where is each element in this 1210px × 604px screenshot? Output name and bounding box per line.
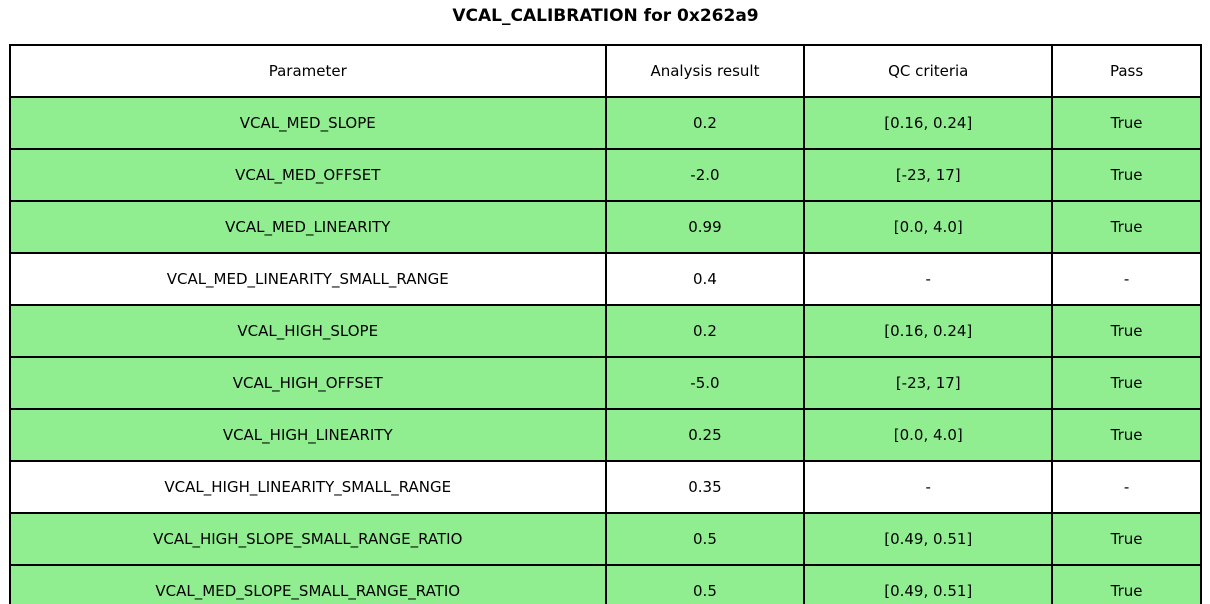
cell-parameter: VCAL_HIGH_LINEARITY bbox=[9, 408, 607, 462]
cell-qc-criteria: [0.16, 0.24] bbox=[803, 304, 1054, 358]
cell-analysis-result: 0.5 bbox=[604, 512, 806, 566]
cell-parameter: VCAL_MED_LINEARITY bbox=[9, 200, 607, 254]
qc-criteria-table: Parameter Analysis result QC criteria Pa… bbox=[9, 44, 1202, 604]
cell-qc-criteria: - bbox=[803, 460, 1054, 514]
cell-analysis-result: 0.4 bbox=[604, 252, 806, 306]
cell-parameter: VCAL_HIGH_SLOPE bbox=[9, 304, 607, 358]
cell-pass: True bbox=[1051, 512, 1202, 566]
cell-analysis-result: 0.2 bbox=[604, 304, 806, 358]
cell-parameter: VCAL_HIGH_SLOPE_SMALL_RANGE_RATIO bbox=[9, 512, 607, 566]
cell-pass: True bbox=[1051, 304, 1202, 358]
cell-analysis-result: 0.99 bbox=[604, 200, 806, 254]
table-row: VCAL_HIGH_LINEARITY 0.25 [0.0, 4.0] True bbox=[9, 408, 1202, 462]
cell-analysis-result: 0.2 bbox=[604, 96, 806, 150]
cell-qc-criteria: [-23, 17] bbox=[803, 356, 1054, 410]
cell-parameter: VCAL_MED_SLOPE_SMALL_RANGE_RATIO bbox=[9, 564, 607, 604]
cell-qc-criteria: [0.0, 4.0] bbox=[803, 408, 1054, 462]
cell-analysis-result: -2.0 bbox=[604, 148, 806, 202]
column-header-pass: Pass bbox=[1051, 44, 1202, 98]
table-row: VCAL_MED_OFFSET -2.0 [-23, 17] True bbox=[9, 148, 1202, 202]
cell-qc-criteria: [0.0, 4.0] bbox=[803, 200, 1054, 254]
cell-analysis-result: 0.25 bbox=[604, 408, 806, 462]
cell-pass: - bbox=[1051, 252, 1202, 306]
cell-pass: - bbox=[1051, 460, 1202, 514]
column-header-analysis-result: Analysis result bbox=[604, 44, 806, 98]
table-row: VCAL_HIGH_OFFSET -5.0 [-23, 17] True bbox=[9, 356, 1202, 410]
column-header-parameter: Parameter bbox=[9, 44, 607, 98]
cell-parameter: VCAL_HIGH_OFFSET bbox=[9, 356, 607, 410]
table-row: VCAL_MED_LINEARITY_SMALL_RANGE 0.4 - - bbox=[9, 252, 1202, 306]
table-header-row: Parameter Analysis result QC criteria Pa… bbox=[9, 44, 1202, 98]
cell-qc-criteria: - bbox=[803, 252, 1054, 306]
cell-parameter: VCAL_HIGH_LINEARITY_SMALL_RANGE bbox=[9, 460, 607, 514]
table-row: VCAL_MED_LINEARITY 0.99 [0.0, 4.0] True bbox=[9, 200, 1202, 254]
cell-parameter: VCAL_MED_SLOPE bbox=[9, 96, 607, 150]
cell-pass: True bbox=[1051, 408, 1202, 462]
table-row: VCAL_HIGH_SLOPE_SMALL_RANGE_RATIO 0.5 [0… bbox=[9, 512, 1202, 566]
cell-parameter: VCAL_MED_LINEARITY_SMALL_RANGE bbox=[9, 252, 607, 306]
cell-pass: True bbox=[1051, 148, 1202, 202]
cell-qc-criteria: [-23, 17] bbox=[803, 148, 1054, 202]
cell-qc-criteria: [0.49, 0.51] bbox=[803, 564, 1054, 604]
cell-analysis-result: 0.35 bbox=[604, 460, 806, 514]
table-row: VCAL_HIGH_SLOPE 0.2 [0.16, 0.24] True bbox=[9, 304, 1202, 358]
column-header-qc-criteria: QC criteria bbox=[803, 44, 1054, 98]
table-row: VCAL_HIGH_LINEARITY_SMALL_RANGE 0.35 - - bbox=[9, 460, 1202, 514]
cell-qc-criteria: [0.16, 0.24] bbox=[803, 96, 1054, 150]
cell-pass: True bbox=[1051, 96, 1202, 150]
table-row: VCAL_MED_SLOPE_SMALL_RANGE_RATIO 0.5 [0.… bbox=[9, 564, 1202, 604]
cell-pass: True bbox=[1051, 564, 1202, 604]
page-title: VCAL_CALIBRATION for 0x262a9 bbox=[452, 6, 759, 26]
table-row: VCAL_MED_SLOPE 0.2 [0.16, 0.24] True bbox=[9, 96, 1202, 150]
cell-pass: True bbox=[1051, 200, 1202, 254]
cell-pass: True bbox=[1051, 356, 1202, 410]
cell-parameter: VCAL_MED_OFFSET bbox=[9, 148, 607, 202]
cell-analysis-result: 0.5 bbox=[604, 564, 806, 604]
cell-analysis-result: -5.0 bbox=[604, 356, 806, 410]
cell-qc-criteria: [0.49, 0.51] bbox=[803, 512, 1054, 566]
